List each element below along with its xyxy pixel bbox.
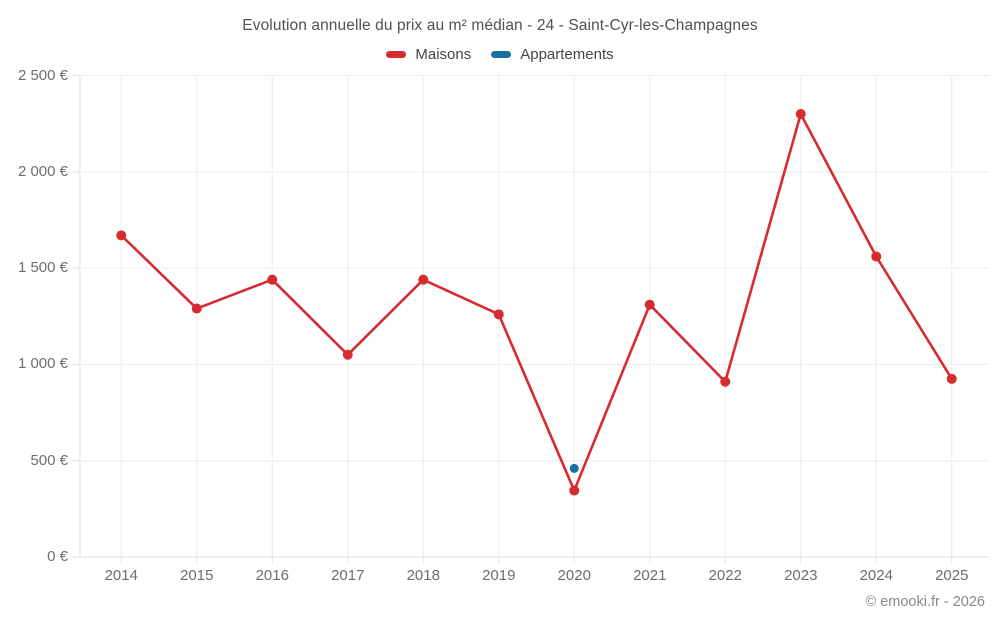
data-point-maisons-2023 (795, 109, 806, 120)
appartements-legend-swatch (491, 51, 512, 58)
x-axis-tick: 2025 (935, 567, 969, 584)
y-axis-tick: 0 € (47, 548, 68, 565)
maisons-legend-swatch (386, 51, 407, 58)
x-axis-tick: 2023 (784, 567, 818, 584)
data-point-maisons-2025 (946, 373, 957, 384)
y-axis-tick: 500 € (30, 451, 68, 469)
x-axis-tick: 2014 (104, 567, 138, 584)
data-point-maisons-2018 (418, 274, 429, 285)
legend-label: Appartements (520, 46, 614, 63)
chart-title: Evolution annuelle du prix au m² médian … (242, 17, 758, 34)
x-axis-tick: 2018 (406, 567, 440, 584)
x-axis-tick: 2019 (482, 567, 516, 584)
x-axis-tick: 2015 (180, 567, 214, 584)
data-point-maisons-2015 (191, 303, 202, 314)
x-axis-tick: 2024 (859, 567, 893, 584)
y-axis-tick: 1 500 € (17, 259, 68, 277)
legend-label: Maisons (415, 46, 472, 63)
y-axis-tick: 2 000 € (17, 162, 68, 180)
data-point-maisons-2020 (569, 485, 580, 496)
data-point-maisons-2016 (267, 274, 278, 285)
copyright-credit: © emooki.fr - 2026 (865, 594, 985, 610)
legend-item-appartements[interactable]: Appartements (491, 46, 614, 63)
data-point-appartements-2020 (569, 463, 579, 473)
data-point-maisons-2024 (871, 251, 882, 262)
x-axis-tick: 2017 (331, 567, 365, 584)
data-point-maisons-2014 (116, 230, 127, 241)
x-axis-tick: 2021 (633, 567, 667, 584)
data-point-maisons-2021 (644, 299, 655, 310)
y-axis-tick: 2 500 € (17, 66, 68, 84)
x-axis-tick: 2020 (557, 567, 591, 584)
data-point-maisons-2017 (342, 349, 353, 360)
chart-legend: Maisons Appartements (0, 46, 1000, 63)
y-axis-tick: 1 000 € (17, 355, 68, 373)
data-point-maisons-2022 (720, 376, 731, 387)
legend-item-maisons[interactable]: Maisons (386, 46, 471, 63)
x-axis-tick: 2022 (708, 567, 742, 584)
data-point-maisons-2019 (493, 309, 504, 320)
x-axis-tick: 2016 (255, 567, 289, 584)
